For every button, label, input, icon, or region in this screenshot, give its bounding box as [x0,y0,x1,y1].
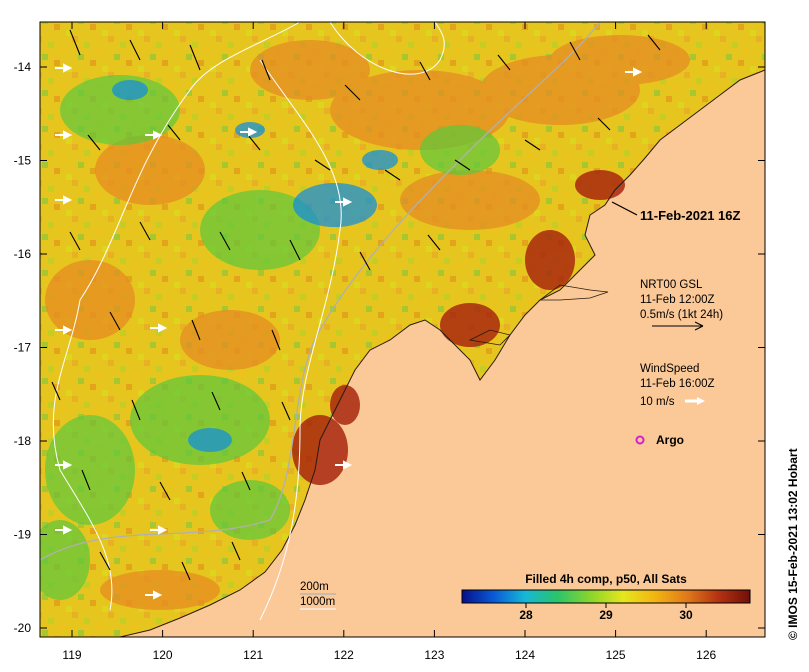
x-tick-label: 123 [424,648,444,662]
bathymetry-contours [40,22,601,621]
y-tick-label: -15 [14,154,32,168]
x-tick-label: 124 [515,648,535,662]
estuary [468,284,609,346]
colorbar-ticks: 28 29 30 [519,603,693,622]
hot-coastal-water [292,170,625,485]
wind-vectors [55,63,643,600]
contour-200m [40,22,601,561]
y-tick-label: -19 [14,528,32,542]
argo-label: Argo [656,433,684,447]
y-tick-label: -20 [14,621,32,635]
colorbar-tick-label: 30 [679,608,693,622]
x-tick-label: 126 [696,648,716,662]
x-tick-label: 122 [334,648,354,662]
current-vectors [51,29,661,581]
argo-marker-icon [635,435,645,445]
colorbar-tick-label: 28 [519,608,533,622]
timestamp-label: 11-Feb-2021 16Z [640,208,741,223]
y-tick-label: -14 [14,60,32,74]
x-axis-labels: 119 120 121 122 123 124 125 126 [62,648,716,662]
contour-legend-200m: 200m [300,581,329,593]
contour-1000m [52,22,301,611]
timestamp-pointer [611,201,638,216]
x-tick-label: 125 [606,648,626,662]
x-tick-label: 120 [153,648,173,662]
current-scale-arrow-icon [652,321,704,331]
colorbar-title: Filled 4h comp, p50, All Sats [525,572,687,586]
wind-legend-time: 11-Feb 16:00Z [640,378,715,390]
contour-legend-1000m: 1000m [300,596,335,608]
map-frame [39,21,766,638]
current-legend-time: 11-Feb 12:00Z [640,294,715,306]
contour-1000m-c [329,22,445,75]
x-tick-label: 121 [243,648,263,662]
y-tick-label: -17 [14,341,32,355]
colorbar [461,589,751,604]
axis-ticks [40,22,765,637]
current-legend-title: NRT00 GSL [640,279,703,291]
mild-water-patches [40,75,500,600]
colorbar-tick-label: 29 [599,608,613,622]
current-legend-scale: 0.5m/s (1kt 24h) [640,309,723,321]
y-tick-label: -18 [14,434,32,448]
wind-legend-scale: 10 m/s [640,396,675,408]
wind-scale-arrow-icon [685,397,705,405]
credit-text: © IMOS 15-Feb-2021 13:02 Hobart [786,448,800,640]
warm-water-patches [45,35,690,610]
x-tick-label: 119 [62,648,81,662]
wind-legend-title: WindSpeed [640,363,699,375]
y-tick-label: -16 [14,247,32,261]
y-axis-labels: -14 -15 -16 -17 -18 -19 -20 [14,60,32,635]
contour-1000m-b [259,59,342,621]
